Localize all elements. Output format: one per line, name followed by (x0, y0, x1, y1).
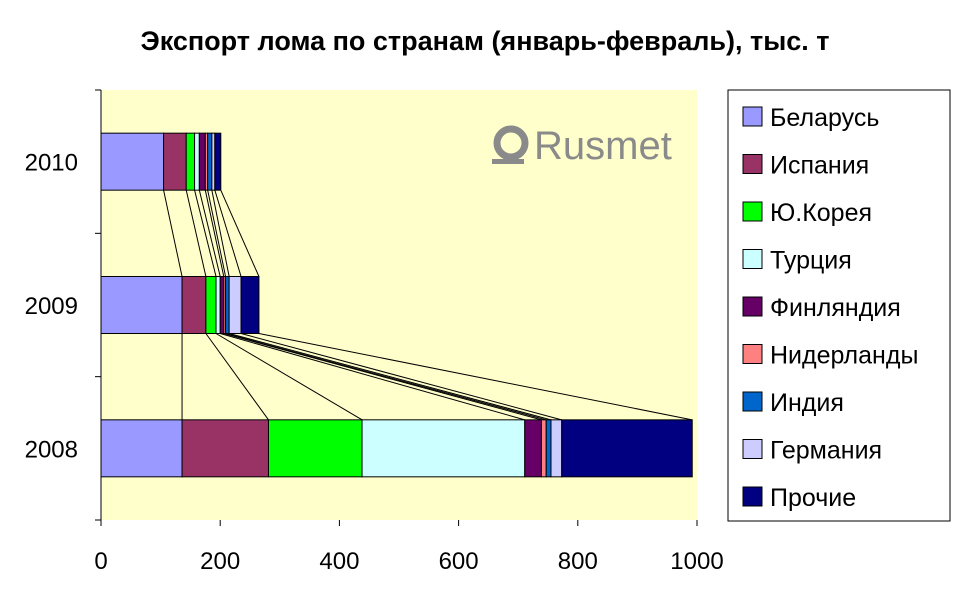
bar-segment (267, 419, 363, 478)
bar-segment (185, 132, 196, 191)
series-line (258, 333, 693, 421)
bar-segment (205, 276, 217, 334)
x-tick-label: 800 (558, 548, 598, 575)
series-line (163, 190, 183, 277)
bar-segment (545, 419, 552, 478)
legend-label: Испания (770, 152, 869, 180)
legend-label: Турция (770, 247, 852, 275)
bar-segment (181, 419, 269, 478)
legend-swatch (742, 439, 763, 459)
bar-segment (100, 132, 165, 191)
watermark-text: Rusmet (534, 124, 672, 168)
bar-segment (524, 419, 542, 478)
legend-label: Прочие (770, 484, 856, 512)
legend-swatch (742, 106, 763, 127)
series-line (223, 333, 542, 421)
legend-label: Финляндия (770, 294, 901, 322)
bar-segment (240, 276, 260, 334)
bar-segment (198, 132, 206, 191)
bar-segment (194, 132, 200, 191)
bar-segment (561, 419, 693, 478)
x-tick-label: 200 (200, 548, 240, 575)
series-line (198, 190, 221, 277)
x-tick-label: 0 (94, 548, 107, 575)
series-lines (163, 189, 693, 421)
series-line (240, 333, 562, 421)
legend-label: Нидерланды (770, 342, 918, 370)
chart-title: Экспорт лома по странам (январь-февраль)… (140, 26, 830, 56)
legend-box (727, 89, 951, 522)
bar-segment (219, 276, 225, 334)
axes (95, 89, 102, 521)
legend-swatch (742, 249, 763, 269)
y-categories: 2010 2009 2008 (25, 150, 78, 464)
legend: Беларусь Испания Ю.Корея Турция Финляндия Нид… (727, 89, 951, 522)
x-tick-label: 400 (319, 548, 359, 575)
bar-segment (215, 276, 221, 334)
x-tick-label: 600 (439, 548, 479, 575)
series-line (207, 190, 227, 277)
series-line (204, 190, 225, 277)
series-line (229, 333, 552, 421)
bar-segment (550, 419, 563, 478)
bar-segment (361, 419, 526, 478)
series-line (194, 190, 217, 277)
y-tick-label: 2010 (25, 150, 78, 177)
y-tick-label: 2008 (25, 436, 78, 463)
legend-label: Ю.Корея (770, 199, 872, 227)
bar-segment (225, 276, 230, 334)
bar-segment (214, 132, 222, 191)
legend-swatch (742, 154, 763, 174)
bar-segment (540, 419, 547, 478)
series-line (220, 189, 260, 277)
rusmet-logo-icon (492, 125, 529, 164)
bar-segment (181, 276, 207, 334)
series-line (215, 333, 363, 421)
legend-swatch (742, 391, 763, 412)
series-line (185, 190, 207, 277)
bars (100, 132, 693, 478)
bar-segment (100, 276, 183, 334)
legend-swatch (742, 344, 763, 364)
series-line (220, 333, 525, 421)
bar-segment (207, 132, 213, 191)
y-tick-label: 2009 (25, 293, 78, 320)
bar-segment (100, 419, 183, 478)
legend-swatch (742, 486, 763, 507)
x-tick-label: 1000 (670, 548, 723, 575)
bar-segment (228, 276, 242, 334)
series-line (225, 333, 547, 421)
bar-segment (163, 132, 187, 191)
legend-swatch (742, 201, 763, 222)
legend-label: Германия (770, 437, 882, 465)
series-line (211, 190, 230, 277)
watermark: Rusmet (492, 124, 672, 168)
x-ticks: 0 200 400 600 800 1000 (94, 520, 724, 575)
legend-label: Беларусь (770, 104, 879, 132)
legend-label: Индия (770, 389, 844, 417)
series-line (214, 190, 242, 277)
legend-swatch (742, 296, 763, 317)
series-line (205, 333, 269, 421)
